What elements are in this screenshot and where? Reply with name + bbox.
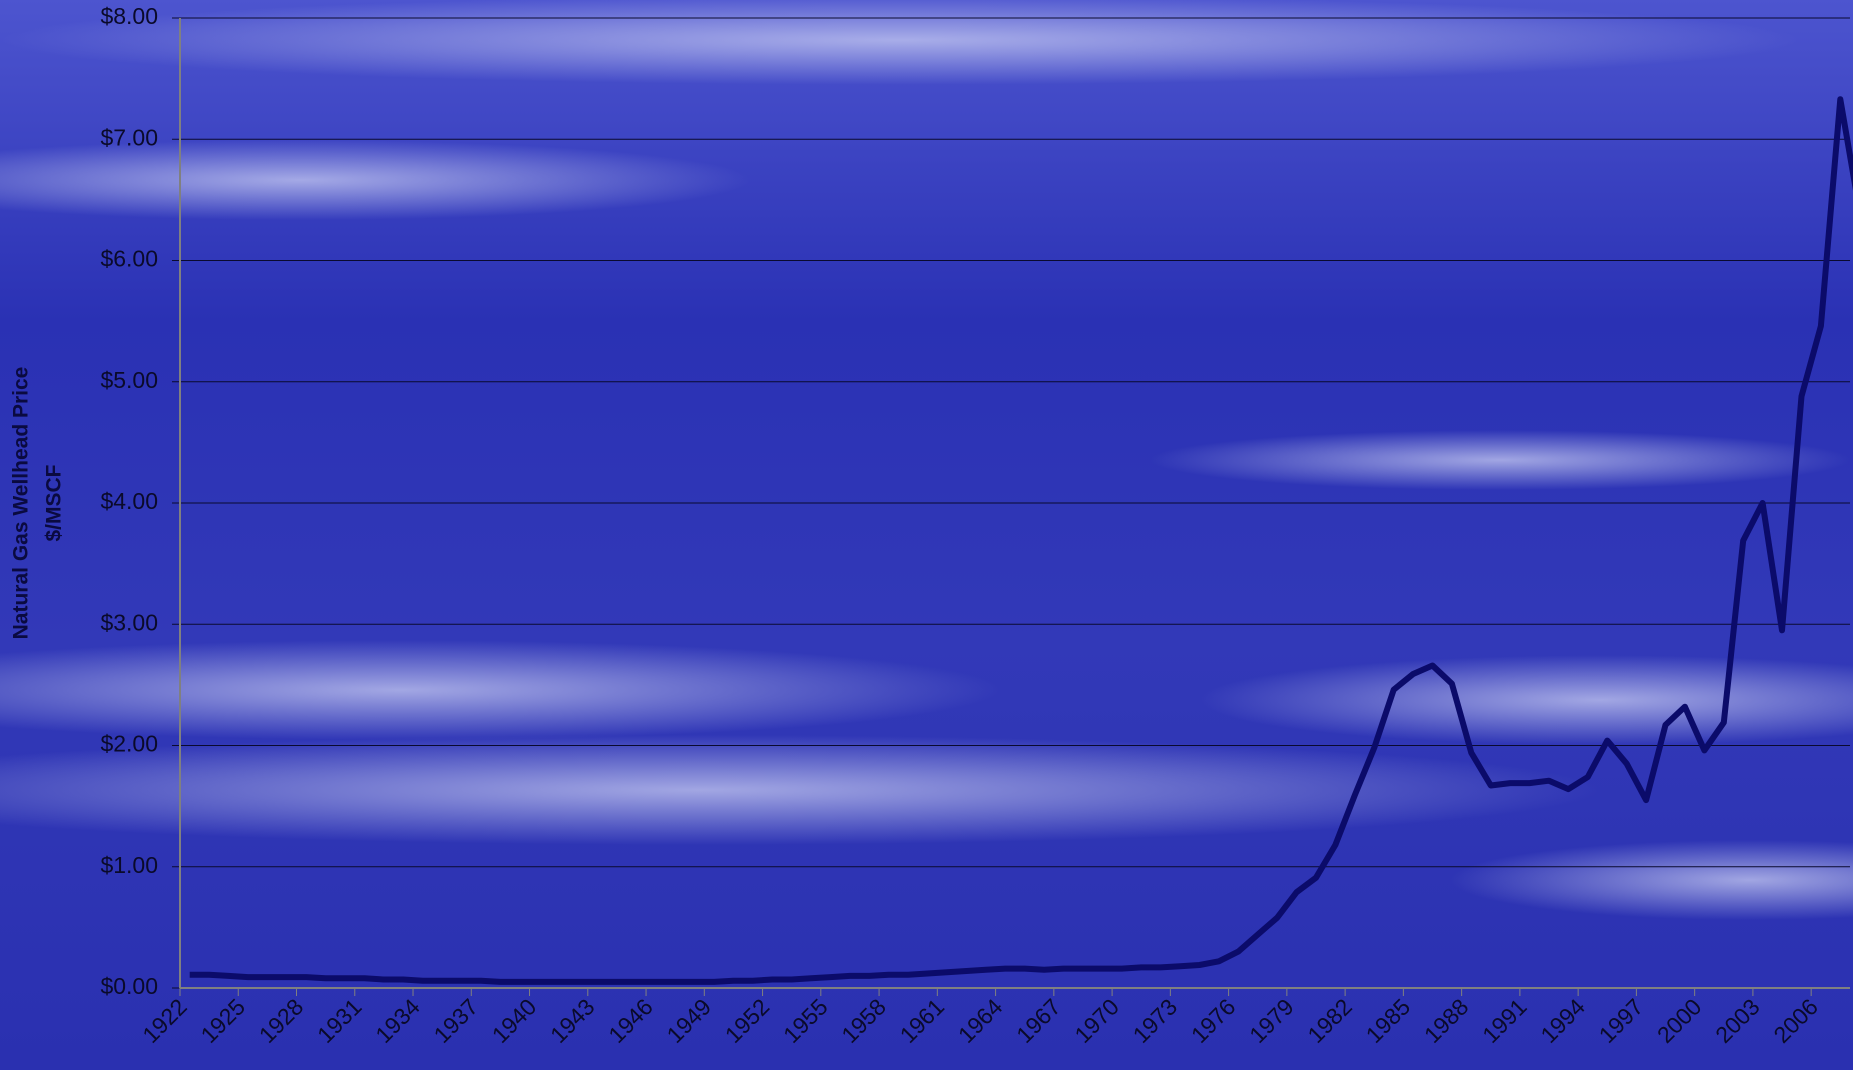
y-tick-label: $7.00 [100, 124, 158, 150]
y-tick-label: $6.00 [100, 246, 158, 272]
chart: Natural Gas Wellhead Price $/MSCF $0.00 $… [0, 0, 1853, 1070]
y-tick-label: $3.00 [100, 609, 158, 635]
y-tick-label: $5.00 [100, 367, 158, 393]
cloud [1150, 430, 1850, 490]
y-tick-label: $0.00 [100, 973, 158, 999]
y-tick-label: $2.00 [100, 731, 158, 757]
y-tick-label: $4.00 [100, 488, 158, 514]
y-axis-title: $/MSCF [43, 464, 66, 541]
y-tick-label: $1.00 [100, 852, 158, 878]
y-tick-label: $8.00 [100, 3, 158, 29]
page: {"chart_data": { "type": "line", "y_labe… [0, 0, 1853, 1070]
y-axis-title: Natural Gas Wellhead Price [10, 367, 33, 640]
